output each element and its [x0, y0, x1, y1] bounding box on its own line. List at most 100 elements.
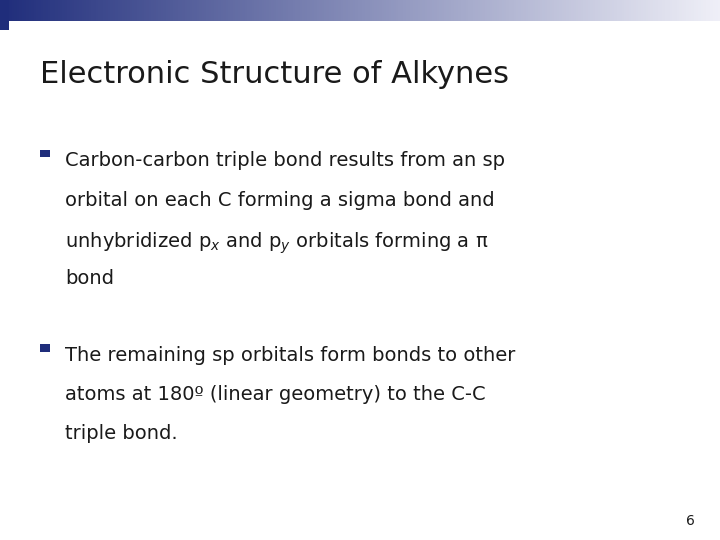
Bar	[207, 0, 210, 21]
Bar	[233, 0, 236, 21]
Bar	[610, 0, 613, 21]
Bar	[665, 0, 668, 21]
Bar	[578, 0, 582, 21]
Bar	[394, 0, 397, 21]
Bar	[634, 0, 636, 21]
Bar	[619, 0, 622, 21]
Bar	[27, 0, 30, 21]
Bar	[353, 0, 356, 21]
Bar	[295, 0, 298, 21]
Bar	[583, 0, 586, 21]
Bar	[43, 0, 46, 21]
Bar	[477, 0, 481, 21]
Bar	[444, 0, 447, 21]
Bar	[715, 0, 719, 21]
Bar	[252, 0, 255, 21]
Bar	[463, 0, 467, 21]
Bar	[410, 0, 413, 21]
Bar	[161, 0, 164, 21]
Bar	[286, 0, 289, 21]
Bar	[209, 0, 212, 21]
Bar	[257, 0, 260, 21]
Bar	[89, 0, 92, 21]
Bar	[117, 0, 121, 21]
Bar	[156, 0, 159, 21]
Bar	[199, 0, 202, 21]
Bar	[81, 0, 85, 21]
Bar	[358, 0, 361, 21]
Bar	[691, 0, 694, 21]
Bar	[99, 0, 102, 21]
Bar	[338, 0, 341, 21]
Bar	[490, 0, 492, 21]
Bar	[247, 0, 251, 21]
Bar	[696, 0, 699, 21]
Bar	[585, 0, 589, 21]
Bar	[528, 0, 531, 21]
Bar	[115, 0, 118, 21]
Bar	[593, 0, 596, 21]
Bar	[341, 0, 344, 21]
Bar	[641, 0, 644, 21]
Bar	[374, 0, 377, 21]
Bar	[607, 0, 611, 21]
Bar	[324, 0, 327, 21]
Text: Electronic Structure of Alkynes: Electronic Structure of Alkynes	[40, 60, 508, 90]
Bar	[293, 0, 296, 21]
Bar	[70, 0, 73, 21]
Bar	[312, 0, 315, 21]
Bar	[72, 0, 75, 21]
Bar	[300, 0, 303, 21]
Text: orbital on each C forming a sigma bond and: orbital on each C forming a sigma bond a…	[65, 191, 495, 210]
Bar	[379, 0, 382, 21]
Bar	[171, 0, 174, 21]
Bar	[223, 0, 226, 21]
Bar	[38, 0, 42, 21]
Bar	[331, 0, 334, 21]
Bar	[653, 0, 656, 21]
Bar	[290, 0, 294, 21]
Bar	[446, 0, 449, 21]
Bar	[106, 0, 109, 21]
Bar	[221, 0, 224, 21]
Bar	[194, 0, 197, 21]
Bar	[567, 0, 570, 21]
Bar	[369, 0, 373, 21]
Bar	[629, 0, 632, 21]
Bar	[535, 0, 539, 21]
Bar	[398, 0, 402, 21]
Bar	[336, 0, 339, 21]
Bar	[307, 0, 310, 21]
Bar	[79, 0, 82, 21]
Bar	[158, 0, 161, 21]
Bar	[689, 0, 692, 21]
Text: Carbon-carbon triple bond results from an sp: Carbon-carbon triple bond results from a…	[65, 151, 505, 170]
Bar	[531, 0, 534, 21]
Bar	[473, 0, 476, 21]
Bar	[50, 0, 53, 21]
Bar	[713, 0, 716, 21]
Bar	[518, 0, 521, 21]
Bar	[192, 0, 195, 21]
Bar	[333, 0, 337, 21]
Text: bond: bond	[65, 269, 114, 288]
Bar	[425, 0, 428, 21]
Bar	[110, 0, 114, 21]
Bar	[264, 0, 267, 21]
Bar	[302, 0, 305, 21]
Bar	[703, 0, 706, 21]
Bar	[243, 0, 246, 21]
Bar	[588, 0, 591, 21]
Bar	[603, 0, 606, 21]
Bar	[396, 0, 399, 21]
Bar	[2, 0, 6, 21]
Bar	[214, 0, 217, 21]
Bar	[101, 0, 104, 21]
Bar	[144, 0, 147, 21]
Bar	[562, 0, 564, 21]
Bar	[245, 0, 248, 21]
Bar	[254, 0, 258, 21]
Bar	[533, 0, 536, 21]
Bar	[485, 0, 488, 21]
Bar	[279, 0, 282, 21]
